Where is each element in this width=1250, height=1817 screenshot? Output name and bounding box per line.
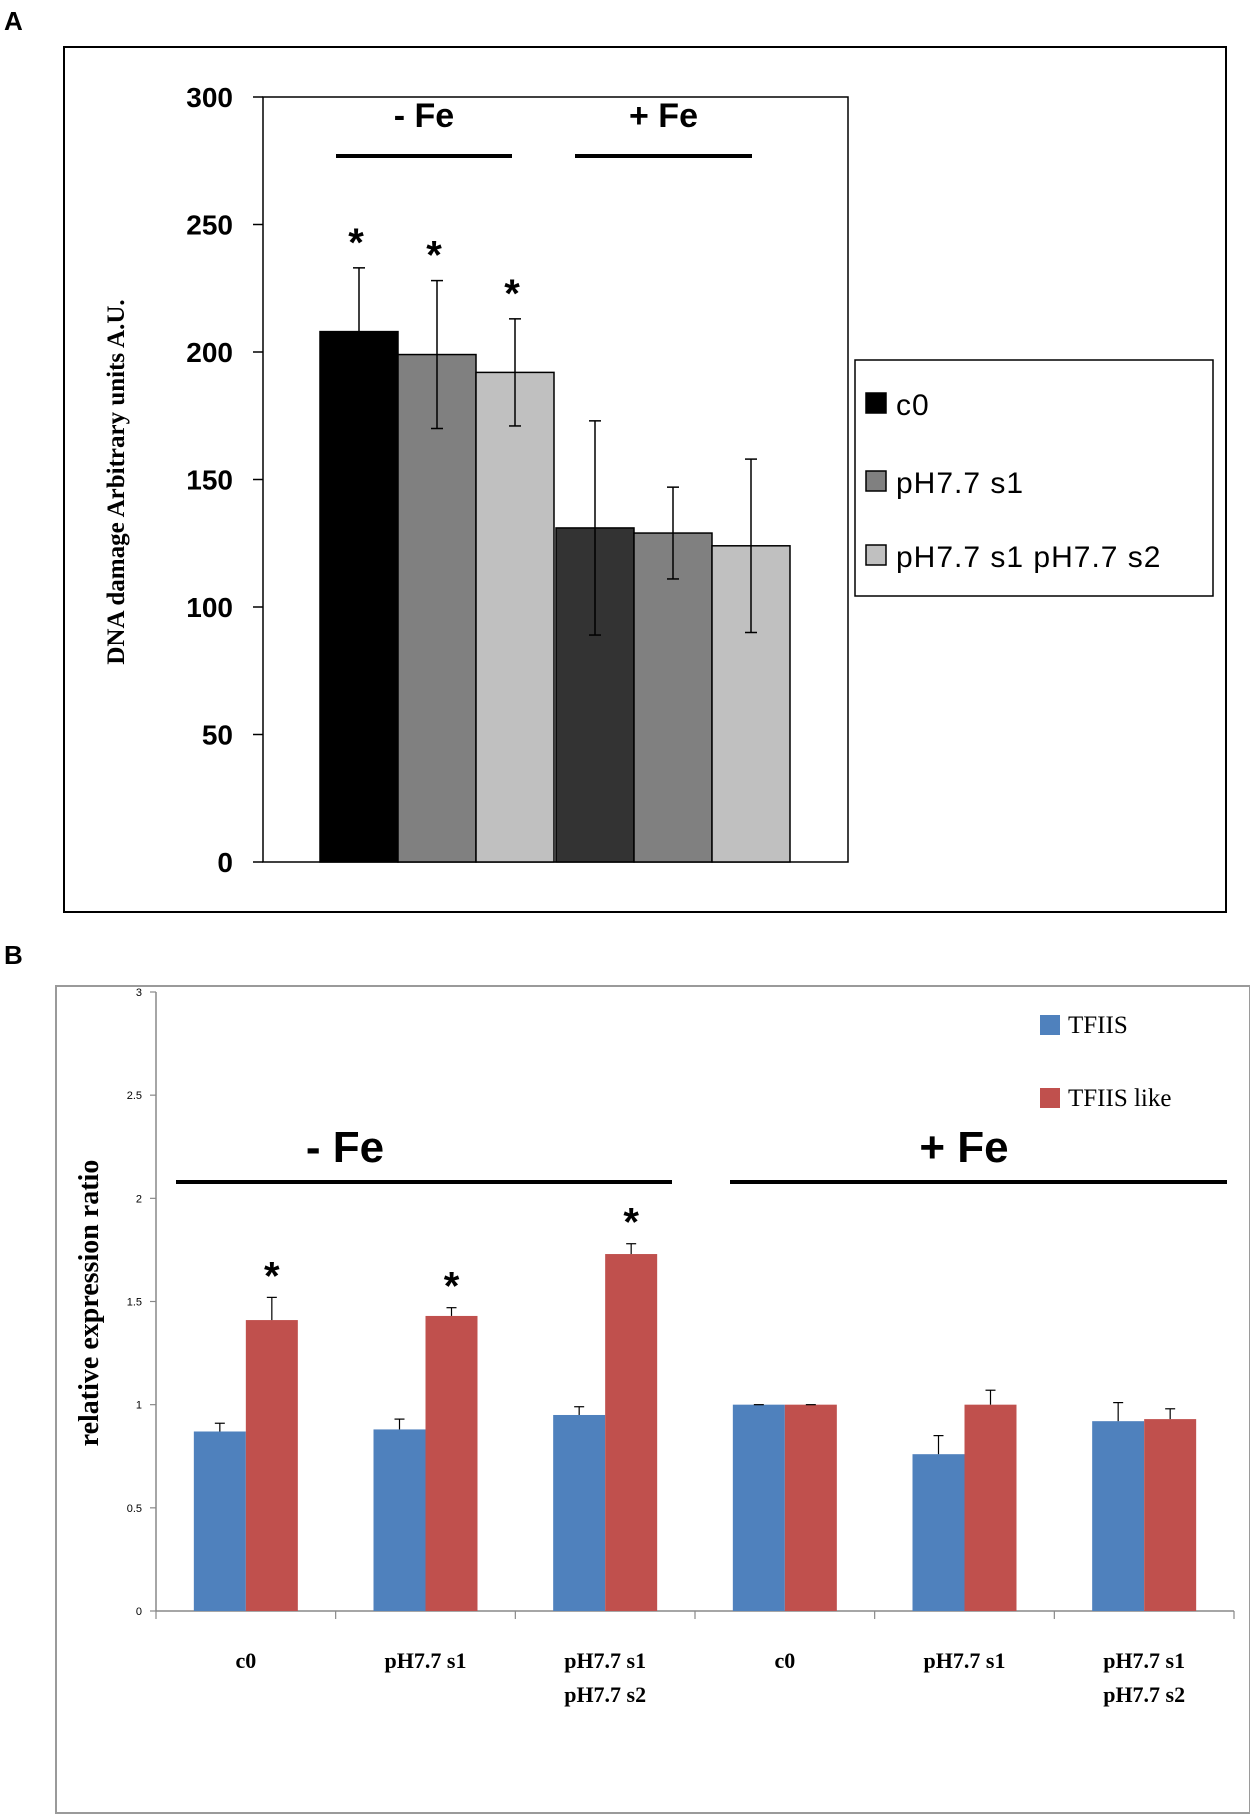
b-y-tick-label: 1 xyxy=(136,1400,142,1412)
b-x-tick-label: pH7.7 s2 xyxy=(1103,1682,1185,1707)
panel-label-b: B xyxy=(4,940,23,970)
b-group-label: + Fe xyxy=(919,1123,1008,1172)
b-significance-star: * xyxy=(623,1201,639,1245)
b-x-tick-label: c0 xyxy=(774,1648,795,1673)
b-bar xyxy=(245,1320,298,1611)
b-legend-swatch xyxy=(1040,1088,1060,1108)
a-bar xyxy=(319,330,399,863)
b-y-tick-label: 0 xyxy=(136,1606,142,1618)
a-legend-label: c0 xyxy=(896,389,930,422)
b-legend-label: TFIIS xyxy=(1068,1012,1128,1039)
b-bar xyxy=(193,1431,246,1611)
a-legend-swatch xyxy=(865,392,887,414)
a-bar xyxy=(633,532,713,863)
b-bar xyxy=(553,1414,606,1611)
a-y-tick-label: 150 xyxy=(186,465,233,496)
b-group-label: - Fe xyxy=(306,1123,384,1172)
a-bar xyxy=(397,353,477,863)
b-x-tick-label: pH7.7 s1 xyxy=(564,1648,646,1673)
a-y-tick-label: 200 xyxy=(186,337,233,368)
b-bar xyxy=(1092,1421,1145,1611)
b-x-tick-label: pH7.7 s1 xyxy=(385,1648,467,1673)
b-y-tick-label: 3 xyxy=(136,987,142,999)
b-bar xyxy=(425,1315,478,1611)
b-significance-star: * xyxy=(444,1265,460,1309)
a-legend-label: pH7.7 s1 xyxy=(896,467,1024,500)
b-x-tick-label: c0 xyxy=(235,1648,256,1673)
panel-a-chart: 0 50 100 150 200 250 300 DNA damage Arbitrary u… xyxy=(103,82,1214,878)
b-legend-swatch xyxy=(1040,1015,1060,1035)
panel-a-frame xyxy=(63,46,1227,913)
a-y-tick-label: 250 xyxy=(186,210,233,241)
panel-b-chart: 0 0.5 1 1.5 2 2.5 3 relative expression ratio * *… xyxy=(74,987,1235,1707)
b-y-tick-label: 0.5 xyxy=(127,1503,142,1515)
panel-label-a: A xyxy=(4,6,23,36)
b-y-tick-label: 2 xyxy=(136,1193,142,1205)
a-y-tick-label: 300 xyxy=(186,82,233,113)
a-significance-star: * xyxy=(348,221,364,265)
a-bar xyxy=(475,371,555,863)
panel-b-frame xyxy=(55,985,1250,1814)
a-legend-box xyxy=(854,359,1214,597)
b-y-tick-label: 2.5 xyxy=(127,1090,142,1102)
b-legend-label: TFIIS like xyxy=(1068,1085,1171,1112)
b-y-tick-label: 1.5 xyxy=(127,1297,142,1309)
a-group-label: - Fe xyxy=(394,97,454,135)
a-y-tick-label: 0 xyxy=(217,847,233,878)
a-y-tick-label: 50 xyxy=(202,720,233,751)
b-bar xyxy=(912,1454,965,1611)
b-bar xyxy=(373,1429,426,1611)
b-bar xyxy=(784,1404,837,1611)
b-x-tick-label: pH7.7 s2 xyxy=(564,1682,646,1707)
b-bar xyxy=(732,1404,785,1611)
b-bar xyxy=(964,1404,1017,1611)
a-legend-swatch xyxy=(865,544,887,566)
b-bar xyxy=(1144,1419,1197,1611)
b-x-tick-label: pH7.7 s1 xyxy=(924,1648,1006,1673)
a-legend-label: pH7.7 s1 pH7.7 s2 xyxy=(896,541,1161,574)
a-group-label: + Fe xyxy=(629,97,698,135)
a-significance-star: * xyxy=(426,234,442,278)
a-legend-swatch xyxy=(865,470,887,492)
a-y-axis-label: DNA damage Arbitrary units A.U. xyxy=(103,299,130,664)
b-x-tick-label: pH7.7 s1 xyxy=(1103,1648,1185,1673)
b-bar xyxy=(605,1254,658,1611)
b-significance-star: * xyxy=(264,1254,280,1298)
b-y-axis-label: relative expression ratio xyxy=(74,1160,105,1447)
a-y-tick-label: 100 xyxy=(186,592,233,623)
a-significance-star: * xyxy=(504,272,520,316)
